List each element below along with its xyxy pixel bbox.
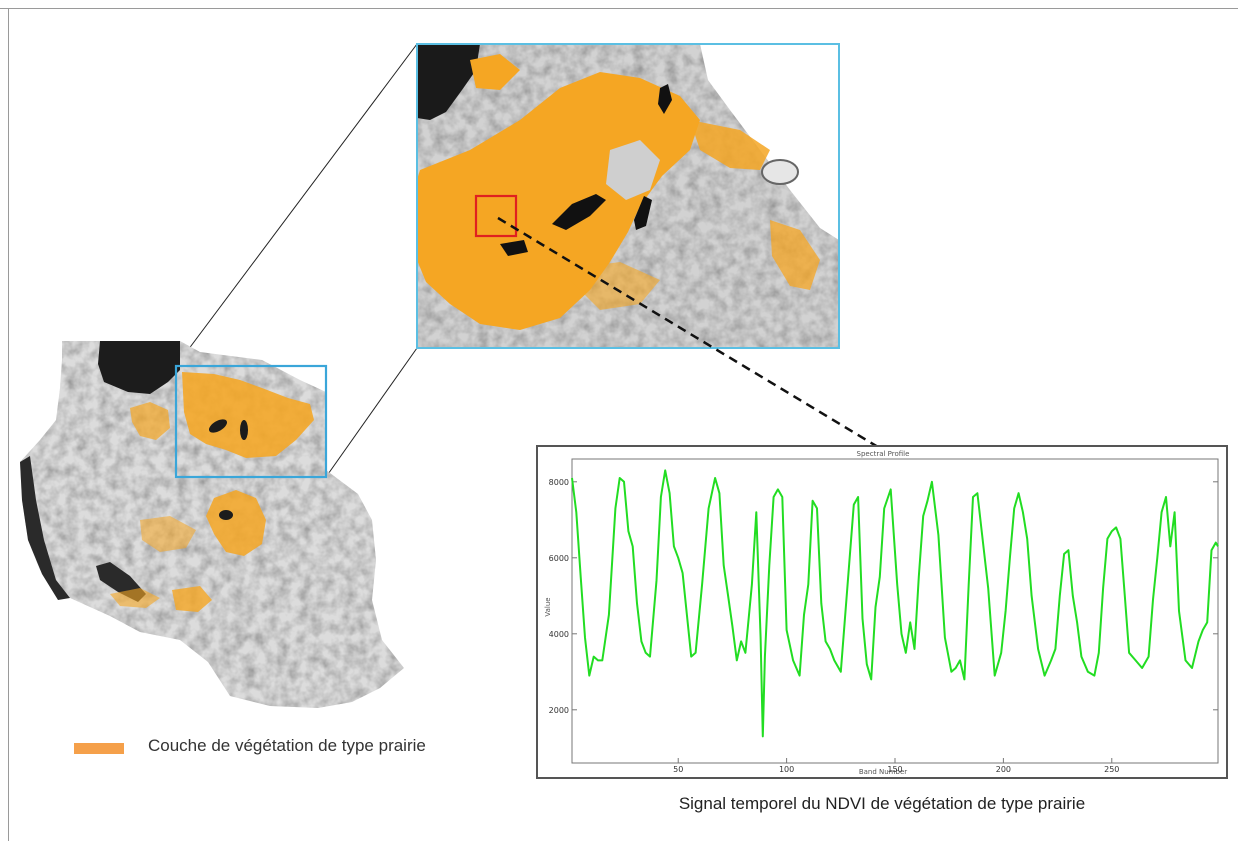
legend-label: Couche de végétation de type prairie xyxy=(148,736,426,755)
axis-ticks: 50 100 150 200 250 2000 4000 6000 8000 xyxy=(549,478,1218,774)
zoom-connector-bottom xyxy=(325,347,418,478)
x-tick-label: 50 xyxy=(673,765,683,774)
x-axis-label: Band Number xyxy=(859,768,907,776)
y-tick-label: 6000 xyxy=(549,554,569,563)
frame-top-border xyxy=(0,8,1238,9)
x-tick-label: 250 xyxy=(1104,765,1119,774)
region-selection-box xyxy=(174,364,328,479)
y-tick-label: 4000 xyxy=(549,630,569,639)
spectral-profile-chart: Spectral Profile Value Band Number 50 100… xyxy=(536,445,1228,779)
y-tick-label: 8000 xyxy=(549,478,569,487)
x-tick-label: 100 xyxy=(779,765,794,774)
zoom-connector-top xyxy=(175,43,418,367)
ndvi-series-line xyxy=(571,469,1219,738)
zoom-inset xyxy=(417,44,839,348)
chart-caption: Signal temporel du NDVI de végétation de… xyxy=(678,794,1086,813)
x-tick-label: 200 xyxy=(996,765,1011,774)
plot-area xyxy=(571,458,1219,764)
frame-left-border xyxy=(8,8,9,841)
y-tick-label: 2000 xyxy=(549,706,569,715)
chart-canvas: Spectral Profile Value Band Number 50 100… xyxy=(544,450,1219,776)
legend-swatch xyxy=(74,743,124,754)
y-axis-label: Value xyxy=(544,597,552,616)
sample-pixel-box xyxy=(474,194,518,238)
country-map xyxy=(20,341,404,708)
zoom-inset-border xyxy=(416,43,840,349)
chart-title: Spectral Profile xyxy=(857,450,910,458)
x-tick-label: 150 xyxy=(887,765,902,774)
